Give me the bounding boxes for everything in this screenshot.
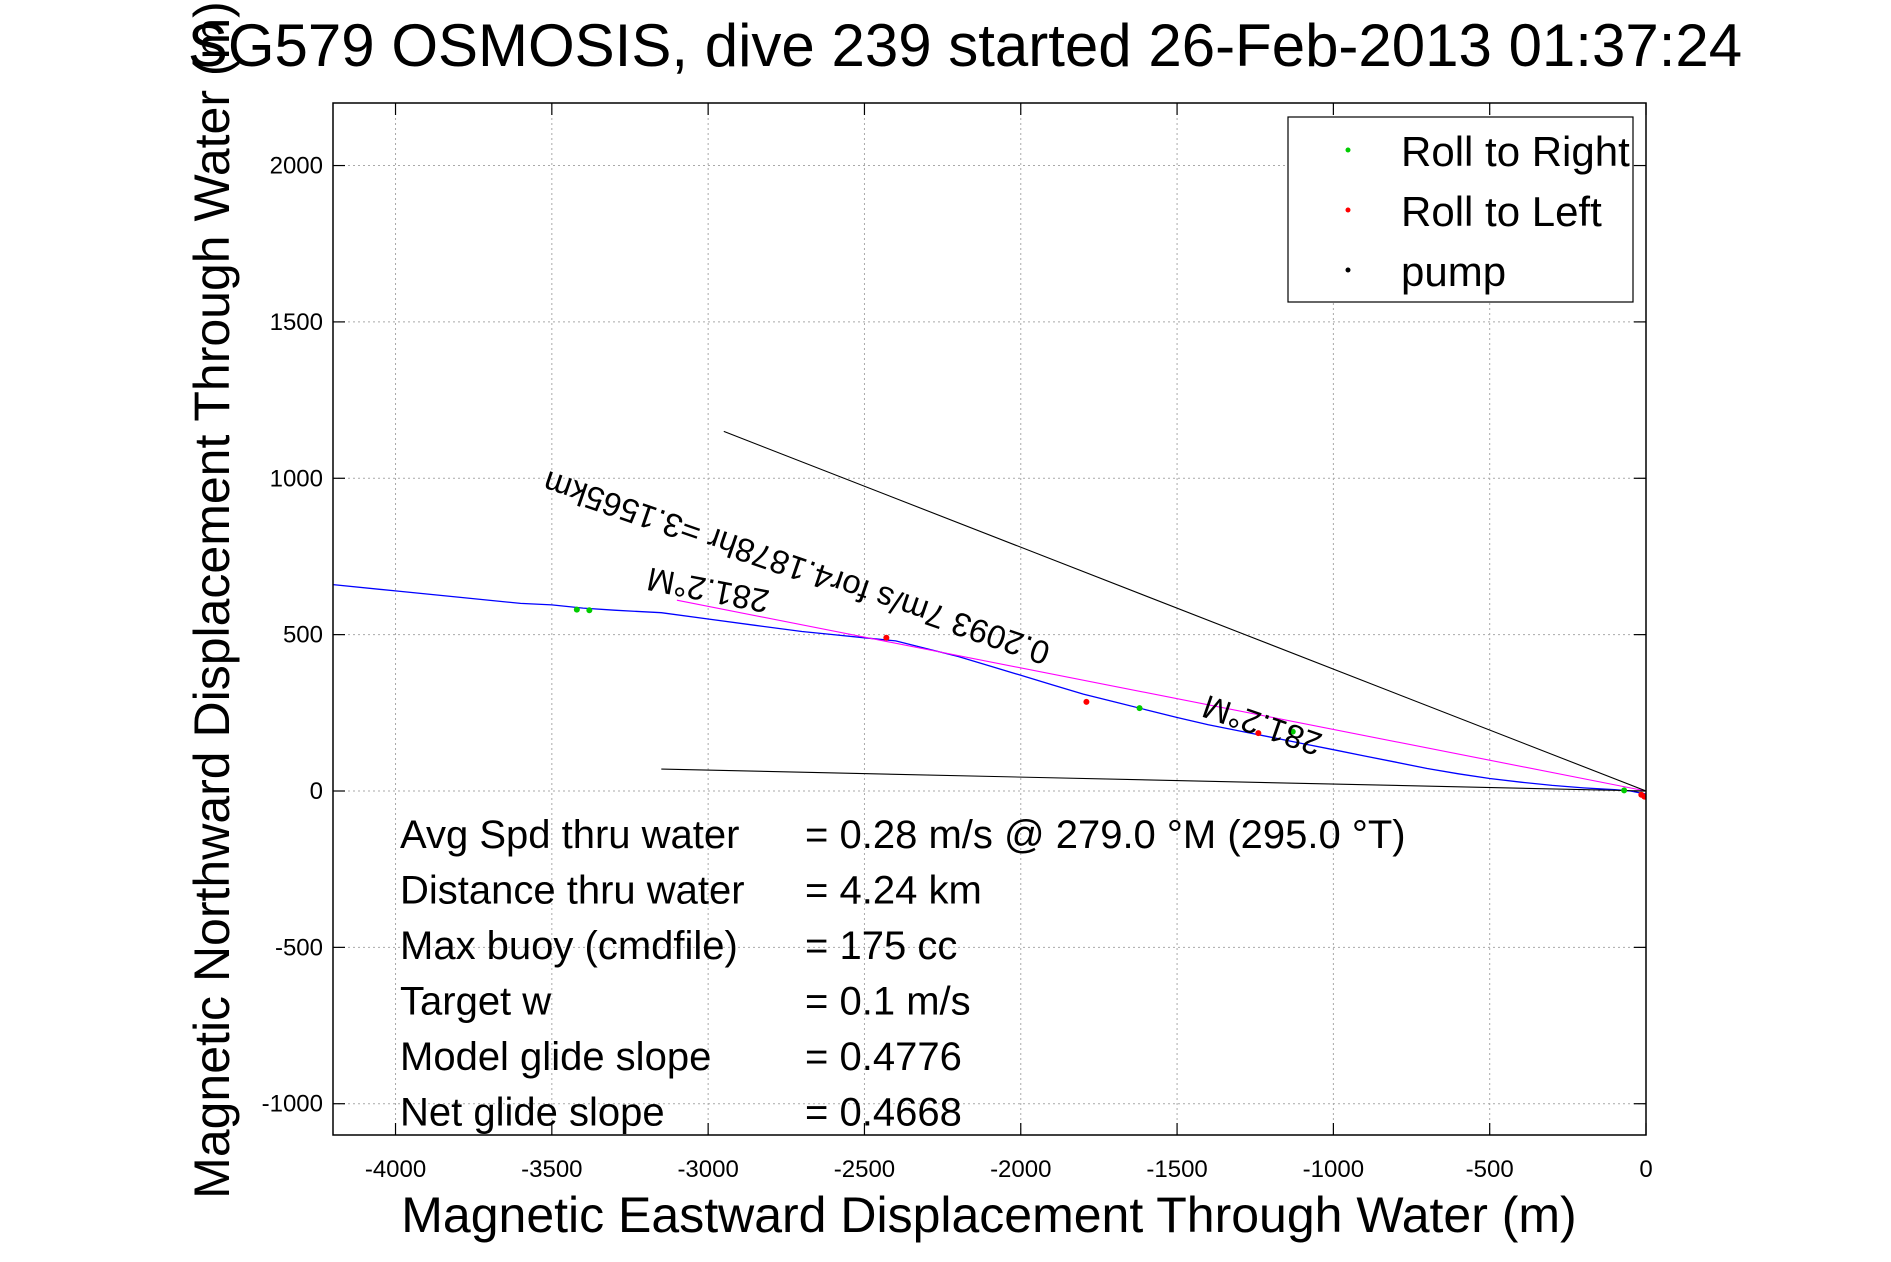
x-tick-label-6: -1000 bbox=[1303, 1156, 1364, 1183]
y-tick-label-3: 500 bbox=[283, 622, 323, 649]
marker-0-0 bbox=[573, 606, 580, 613]
x-axis-title: Magnetic Eastward Displacement Through W… bbox=[401, 1187, 1576, 1243]
marker-0-2 bbox=[1136, 705, 1143, 712]
x-tick-label-0: -4000 bbox=[365, 1156, 426, 1183]
y-tick-label-6: 2000 bbox=[270, 153, 323, 180]
x-tick-label-4: -2000 bbox=[990, 1156, 1051, 1183]
marker-0-3 bbox=[1289, 728, 1296, 735]
stats-value-1: = 4.24 km bbox=[805, 869, 982, 913]
y-tick-label-5: 1500 bbox=[270, 309, 323, 336]
legend-marker-0 bbox=[1345, 147, 1351, 153]
y-tick-label-4: 1000 bbox=[270, 465, 323, 492]
x-axis: -4000 -3500 -3000 -2500 -2000 -1500 -1000 -500 0 bbox=[365, 103, 1653, 1183]
x-tick-label-3: -2500 bbox=[834, 1156, 895, 1183]
plot-frame bbox=[332, 102, 1647, 1136]
x-tick-label-7: -500 bbox=[1466, 1156, 1514, 1183]
series-line-2 bbox=[723, 430, 1646, 792]
legend: Roll to Right Roll to Left pump bbox=[1287, 116, 1634, 303]
series-line-0 bbox=[333, 583, 1646, 795]
y-tick-label-1: -500 bbox=[275, 934, 323, 961]
stats-value-5: = 0.4668 bbox=[805, 1091, 962, 1135]
stats-label-1: Distance thru water bbox=[400, 869, 745, 913]
stats-value-3: = 0.1 m/s bbox=[805, 980, 971, 1024]
legend-label-1: Roll to Left bbox=[1401, 188, 1602, 235]
series-line-3 bbox=[661, 768, 1646, 792]
y-axis: -1000 -500 0 500 1000 1500 2000 bbox=[262, 153, 1646, 1118]
marker-1-0 bbox=[883, 634, 890, 641]
marker-1-2 bbox=[1255, 730, 1262, 737]
legend-box bbox=[1287, 116, 1634, 303]
y-axis-title: Magnetic Northward Displacement Through … bbox=[184, 1, 240, 1199]
stats-box: Avg Spd thru water = 0.28 m/s @ 279.0 °M … bbox=[400, 813, 1406, 1135]
marker-0-4 bbox=[1621, 787, 1628, 794]
x-tick-label-8: 0 bbox=[1639, 1156, 1652, 1183]
stats-label-0: Avg Spd thru water bbox=[400, 813, 739, 857]
x-tick-label-2: -3000 bbox=[677, 1156, 738, 1183]
marker-1-1 bbox=[1083, 698, 1090, 705]
stats-label-5: Net glide slope bbox=[400, 1091, 665, 1135]
series-group bbox=[333, 430, 1646, 800]
chart-title: SG579 OSMOSIS, dive 239 started 26-Feb-2… bbox=[188, 12, 1742, 79]
plot-data bbox=[333, 430, 1646, 800]
stats-label-3: Target w bbox=[400, 980, 551, 1024]
x-tick-label-1: -3500 bbox=[521, 1156, 582, 1183]
legend-label-2: pump bbox=[1401, 248, 1506, 295]
y-tick-label-0: -1000 bbox=[262, 1091, 323, 1118]
legend-marker-2 bbox=[1345, 267, 1351, 273]
legend-label-0: Roll to Right bbox=[1401, 128, 1630, 175]
stats-label-4: Model glide slope bbox=[400, 1035, 711, 1079]
marker-0-1 bbox=[586, 607, 593, 614]
series-line-1 bbox=[676, 599, 1646, 792]
stats-value-4: = 0.4776 bbox=[805, 1035, 962, 1079]
y-tick-label-2: 0 bbox=[310, 778, 323, 805]
marker-1-4 bbox=[1641, 793, 1646, 800]
legend-marker-1 bbox=[1345, 207, 1351, 213]
stats-value-0: = 0.28 m/s @ 279.0 °M (295.0 °T) bbox=[805, 813, 1406, 857]
stats-label-2: Max buoy (cmdfile) bbox=[400, 924, 738, 968]
x-tick-label-5: -1500 bbox=[1146, 1156, 1207, 1183]
stats-value-2: = 175 cc bbox=[805, 924, 957, 968]
